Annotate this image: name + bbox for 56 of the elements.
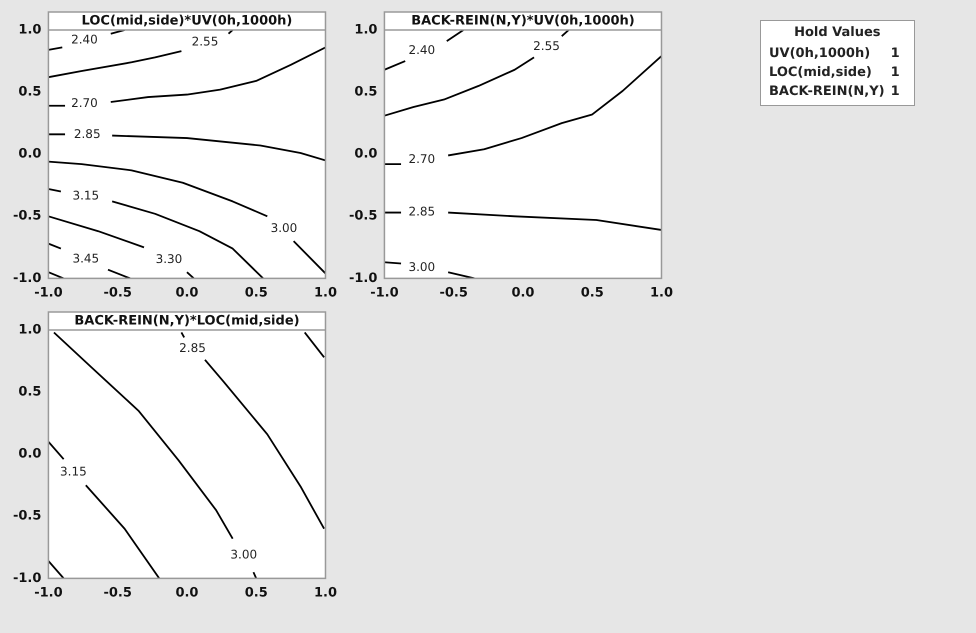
y-tick-label: 0.5	[18, 384, 42, 400]
series-label: 3.30	[156, 252, 182, 266]
series-label: 2.40	[71, 32, 98, 47]
category-label: LOC(mid,side)	[769, 64, 873, 82]
series-label: 2.85	[74, 127, 101, 142]
series-label: 2.70	[408, 152, 436, 166]
x-tick-label: 1.0	[314, 586, 337, 601]
series-label: 3.00	[408, 260, 436, 274]
x-tick-label: 0.0	[175, 586, 198, 601]
category-label: UV(0h,1000h)	[769, 45, 872, 63]
x-tick-label: 0.0	[175, 286, 198, 301]
series-label: 3.15	[60, 464, 87, 478]
data-label: 1	[890, 83, 901, 101]
text: Hold Values	[793, 25, 882, 40]
y-tick-label: -1.0	[12, 270, 42, 286]
y-tick-label: 0.5	[354, 84, 378, 100]
series-label: 2.55	[533, 38, 560, 53]
x-tick-label: -1.0	[34, 586, 63, 601]
series-label: 3.15	[72, 188, 100, 203]
y-tick-label: -0.5	[12, 208, 42, 224]
y-tick-label: -0.5	[348, 208, 378, 224]
series-label: 2.85	[179, 340, 206, 355]
x-tick-label: 0.5	[244, 286, 268, 301]
y-tick-label: -0.5	[12, 508, 42, 524]
y-tick-label: -1.0	[348, 270, 378, 286]
y-tick-label: 0.0	[18, 446, 42, 462]
x-tick-label: 0.5	[580, 286, 604, 301]
y-tick-label: 1.0	[18, 22, 42, 38]
series-label: 3.00	[230, 548, 258, 562]
series-label: 2.55	[192, 34, 218, 49]
chart-title: BACK-REIN(N,Y)*LOC(mid,side)	[74, 313, 300, 328]
series-label: 3.45	[72, 251, 100, 266]
x-tick-label: 0.5	[244, 586, 268, 601]
y-tick-label: 0.5	[18, 84, 42, 100]
x-tick-label: -1.0	[370, 286, 399, 301]
y-tick-label: 0.0	[18, 146, 42, 162]
x-tick-label: 1.0	[314, 286, 337, 301]
data-label: 1	[890, 64, 901, 82]
y-tick-label: -1.0	[12, 570, 42, 586]
category-label: BACK-REIN(N,Y)	[769, 83, 886, 101]
data-label: 1	[890, 45, 901, 63]
x-tick-label: 0.0	[511, 286, 534, 301]
x-tick-label: 1.0	[650, 286, 673, 301]
series-label: 2.70	[71, 96, 98, 110]
series-label: 2.85	[408, 204, 436, 219]
y-tick-label: 1.0	[18, 322, 42, 338]
chart-title: LOC(mid,side)*UV(0h,1000h)	[82, 13, 292, 28]
series-label: 2.40	[408, 43, 436, 58]
chart-title: BACK-REIN(N,Y)*UV(0h,1000h)	[411, 13, 635, 28]
series-label: 3.00	[270, 220, 298, 235]
x-tick-label: -0.5	[103, 286, 132, 301]
x-tick-label: -1.0	[34, 286, 63, 301]
y-tick-label: 1.0	[354, 22, 378, 38]
y-tick-label: 0.0	[354, 146, 378, 162]
x-tick-label: -0.5	[103, 586, 132, 601]
x-tick-label: -0.5	[439, 286, 468, 301]
